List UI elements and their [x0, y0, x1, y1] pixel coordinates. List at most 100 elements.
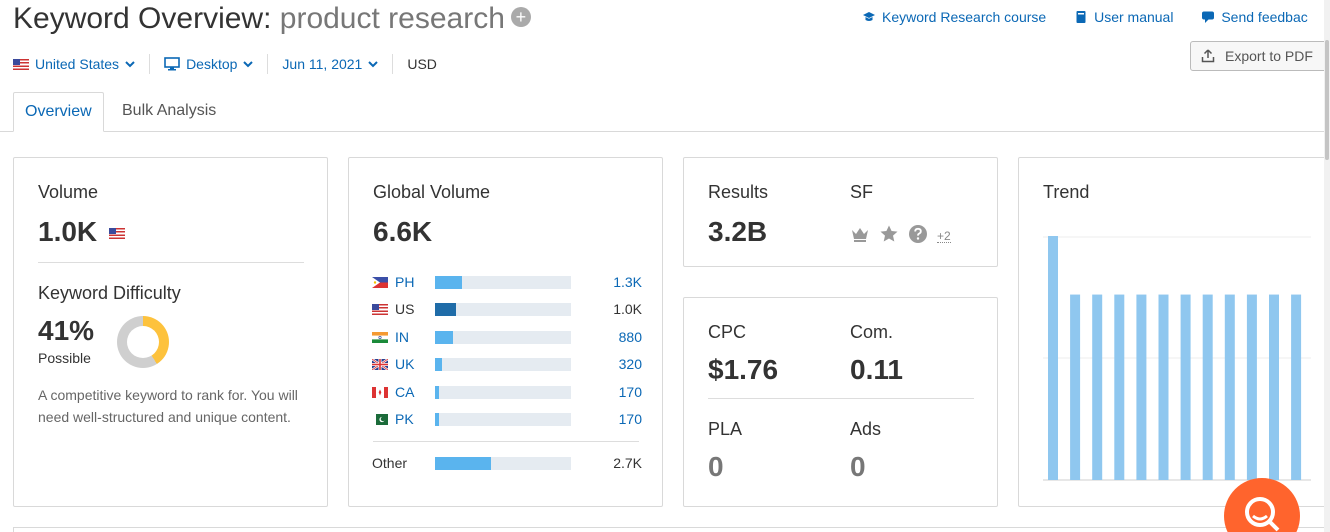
other-volume: 2.7K	[613, 455, 642, 471]
volume-label: Volume	[38, 182, 99, 202]
trend-label: Trend	[1043, 182, 1090, 202]
trend-chart	[1043, 236, 1311, 481]
cpc-label: CPC	[708, 322, 747, 342]
device-label: Desktop	[186, 56, 238, 72]
competition-label: Com.	[850, 322, 894, 342]
volume-bar-track	[435, 358, 571, 371]
kd-donut-chart	[117, 316, 169, 368]
country-label: United States	[35, 56, 120, 72]
global-volume-label: Global Volume	[373, 182, 491, 202]
sf-more-link[interactable]: +2	[937, 228, 951, 243]
send-feedback-link[interactable]: Send feedbac	[1201, 9, 1308, 25]
trend-bar[interactable]	[1136, 294, 1147, 480]
date-dropdown[interactable]: Jun 11, 2021	[282, 54, 394, 74]
country-volume[interactable]: 170	[618, 411, 642, 427]
tab-bar: Overview Bulk Analysis	[0, 92, 1330, 132]
country-row-in: IN 880	[372, 329, 642, 347]
country-volume: 1.0K	[613, 301, 642, 317]
volume-bar	[435, 276, 462, 289]
global-volume-card: Global Volume 6.6K PH 1.3K US 1.0K IN 88…	[348, 157, 663, 507]
scrollbar-track[interactable]	[1324, 0, 1330, 532]
export-to-pdf-button[interactable]: Export to PDF	[1190, 41, 1330, 71]
filter-bar: United States Desktop Jun 11, 2021 USD	[13, 54, 465, 74]
user-manual-link[interactable]: User manual	[1074, 9, 1173, 25]
currency-label: USD	[407, 56, 437, 72]
country-volume[interactable]: 320	[618, 356, 642, 372]
country-row-ph: PH 1.3K	[372, 274, 642, 292]
trend-bar[interactable]	[1048, 236, 1058, 480]
uk-flag-icon	[372, 359, 388, 370]
ads-label: Ads	[850, 419, 882, 439]
country-code: CA	[395, 384, 415, 400]
crown-icon[interactable]	[850, 224, 870, 244]
device-dropdown[interactable]: Desktop	[164, 54, 269, 74]
chat-button[interactable]	[1224, 478, 1300, 532]
volume-bar	[435, 303, 456, 316]
add-keyword-icon[interactable]: +	[510, 7, 531, 28]
pla-value: 0	[708, 451, 724, 482]
keyword-research-course-link[interactable]: Keyword Research course	[862, 9, 1046, 25]
send-feedback-label: Send feedbac	[1221, 9, 1308, 25]
volume-bar	[435, 457, 491, 470]
divider	[373, 441, 639, 442]
trend-card: Trend	[1018, 157, 1330, 507]
book-icon	[1076, 11, 1086, 23]
star-icon[interactable]	[879, 224, 899, 244]
results-value: 3.2B	[708, 216, 768, 247]
us-flag-icon	[13, 58, 29, 70]
country-dropdown[interactable]: United States	[13, 54, 151, 74]
volume-bar-track	[435, 457, 571, 470]
serp-features: +2	[850, 224, 951, 244]
country-code: PK	[395, 411, 414, 427]
results-card: Results 3.2B SF +2	[683, 157, 998, 267]
cpc-card: CPC $1.76 Com. 0.11 PLA 0 Ads 0	[683, 297, 998, 507]
country-code: US	[395, 301, 415, 317]
in-flag-icon	[372, 332, 388, 343]
country-volume[interactable]: 170	[618, 384, 642, 400]
cpc-value: $1.76	[708, 354, 779, 385]
trend-bar[interactable]	[1291, 294, 1302, 480]
question-icon[interactable]	[908, 224, 928, 244]
country-row-ca: CA 170	[372, 384, 642, 402]
divider	[38, 262, 304, 263]
trend-bar[interactable]	[1114, 294, 1125, 480]
next-card-edge	[13, 527, 1330, 532]
country-code: UK	[395, 356, 415, 372]
trend-bar[interactable]	[1202, 294, 1213, 480]
graduation-cap-icon	[863, 12, 875, 21]
trend-bar[interactable]	[1092, 294, 1103, 480]
chevron-down-icon	[243, 61, 254, 68]
tab-bulk-analysis[interactable]: Bulk Analysis	[122, 102, 217, 119]
country-code: IN	[395, 329, 409, 345]
trend-bar[interactable]	[1070, 294, 1081, 480]
ca-flag-icon	[372, 387, 388, 398]
tab-overview[interactable]: Overview	[13, 92, 104, 132]
country-volume[interactable]: 880	[618, 329, 642, 345]
trend-bar[interactable]	[1224, 294, 1235, 480]
title-prefix: Keyword Overview:	[13, 2, 272, 35]
trend-bar[interactable]	[1246, 294, 1257, 480]
volume-bar-track	[435, 413, 571, 426]
scrollbar-thumb[interactable]	[1325, 40, 1329, 160]
divider	[708, 398, 974, 399]
volume-value: 1.0K	[38, 216, 131, 248]
chevron-down-icon	[368, 61, 379, 68]
user-manual-label: User manual	[1094, 9, 1174, 25]
keyword-text: product research	[279, 2, 505, 35]
trend-bar[interactable]	[1158, 294, 1169, 480]
other-label: Other	[372, 455, 408, 471]
us-flag-icon	[108, 228, 125, 240]
export-label: Export to PDF	[1225, 48, 1313, 64]
country-row-other: Other 2.7K	[372, 455, 642, 473]
chevron-down-icon	[125, 61, 135, 68]
country-row-uk: UK 320	[372, 356, 642, 374]
global-volume-value: 6.6K	[373, 216, 433, 247]
trend-bar[interactable]	[1269, 294, 1279, 480]
country-volume[interactable]: 1.3K	[613, 274, 642, 290]
country-row-us: US 1.0K	[372, 301, 642, 319]
pk-flag-icon	[372, 414, 388, 425]
date-label: Jun 11, 2021	[282, 56, 363, 72]
volume-card: Volume 1.0K Keyword Difficulty 41% Possi…	[13, 157, 328, 507]
trend-bar[interactable]	[1180, 294, 1191, 480]
sf-label: SF	[850, 182, 874, 202]
